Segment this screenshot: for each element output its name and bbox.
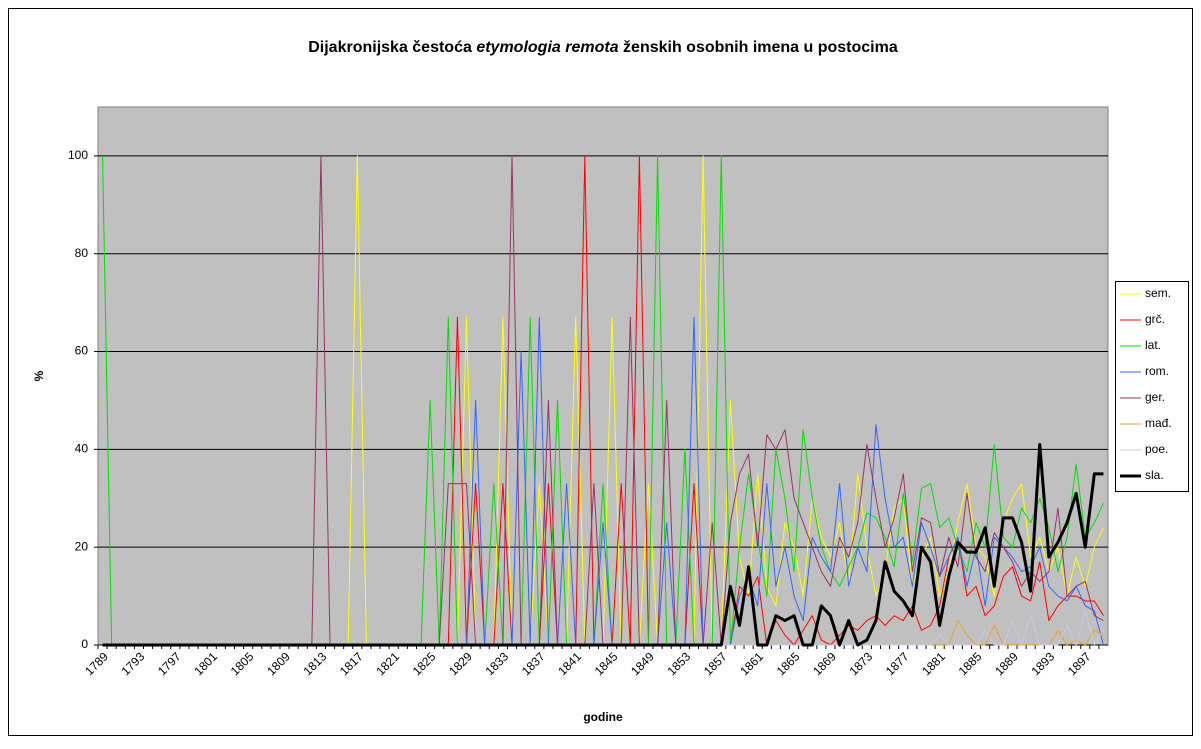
legend-label: poe. (1145, 442, 1168, 456)
y-tick-label: 0 (81, 637, 88, 651)
y-tick-label: 40 (75, 442, 89, 456)
title-part: etymologia remota (476, 39, 618, 56)
x-axis-label: godine (583, 710, 623, 724)
y-tick-label: 60 (75, 344, 89, 358)
legend-label: mađ. (1145, 416, 1172, 430)
legend-label: ger. (1145, 390, 1165, 404)
legend-label: rom. (1145, 364, 1169, 378)
y-axis-label: % (32, 370, 46, 381)
y-tick-label: 100 (68, 148, 88, 162)
legend-label: sla. (1145, 468, 1164, 482)
y-tick-label: 80 (75, 246, 89, 260)
title-part: ženskih osobnih imena u postocima (619, 39, 898, 56)
plot-area (97, 106, 1109, 646)
legend-label: grč. (1145, 312, 1165, 326)
series-line (102, 442, 1104, 647)
legend-label: lat. (1145, 338, 1161, 352)
y-tick-label: 20 (75, 539, 89, 553)
chart-title: Dijakronijska čestoća etymologia remota … (308, 39, 898, 56)
title-part: Dijakronijska čestoća (308, 39, 476, 56)
legend (1115, 281, 1189, 492)
legend-label: sem. (1145, 286, 1171, 300)
